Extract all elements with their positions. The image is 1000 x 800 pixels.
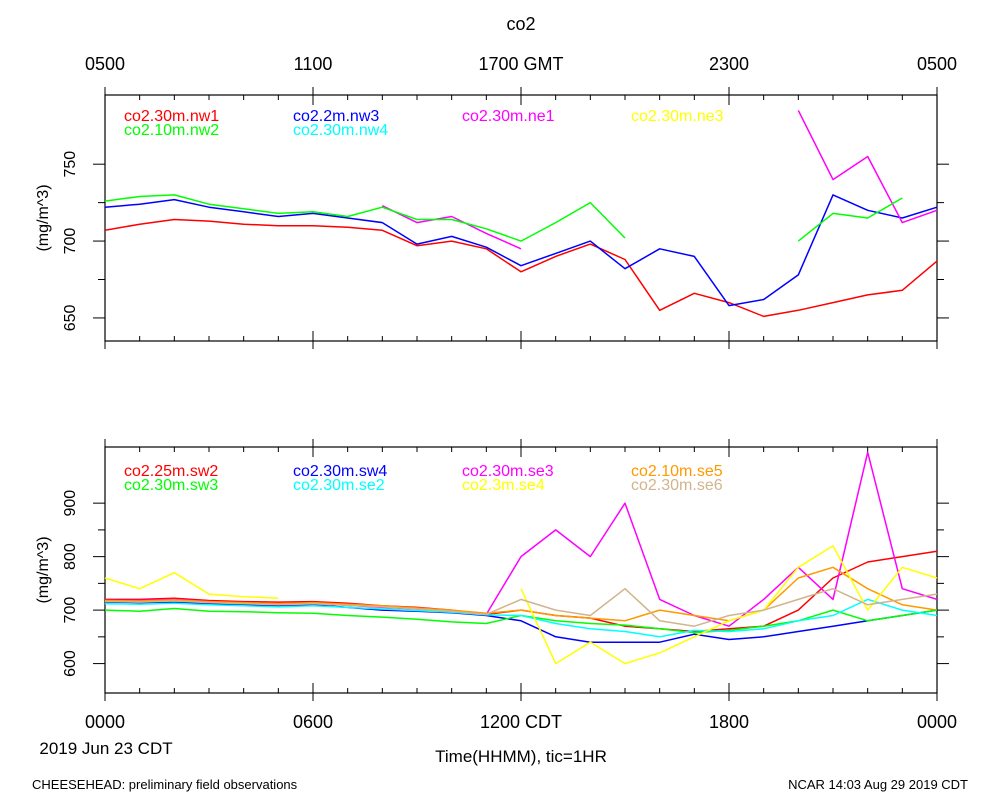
bottom-panel-tick-labels: 600 700 800 900 0000 0600 1200 CDT 1800 0000	[62, 490, 957, 732]
x-tick-label: 1700 GMT	[478, 54, 563, 74]
top-panel-y-axis-label: (mg/m^3)	[35, 184, 52, 251]
legend-entry: co2.25m.sw2	[124, 463, 218, 480]
bottom-panel-legend: co2.25m.sw2 co2.30m.sw4 co2.30m.se3 co2.10m…	[124, 463, 723, 494]
series-line-co2-10m-nw2	[104, 194, 903, 242]
legend-entry: co2.30m.ne3	[631, 108, 724, 125]
y-tick-label: 600	[62, 650, 79, 677]
date-label: 2019 Jun 23 CDT	[39, 739, 172, 758]
legend-entry: co2.30m.se2	[293, 477, 385, 494]
legend-entry: co2.3m.se4	[462, 477, 545, 494]
x-tick-label: 0000	[917, 712, 957, 732]
legend-entry: co2.10m.se5	[631, 463, 723, 480]
y-tick-label: 700	[62, 597, 79, 624]
series-line-co2-30m-ne1	[381, 110, 938, 250]
legend-entry: co2.30m.se6	[631, 477, 723, 494]
top-panel-series	[104, 110, 938, 318]
x-tick-label: 1200 CDT	[480, 712, 562, 732]
series-line-co2-30m-se2	[104, 598, 938, 638]
top-panel: co2.30m.nw1 co2.2m.nw3 co2.30m.ne1 co2.30m.…	[35, 54, 957, 349]
series-line-co2-3m-se4	[104, 545, 938, 665]
x-tick-label: 1100	[294, 54, 333, 74]
bottom-panel: co2.25m.sw2 co2.30m.sw4 co2.30m.se3 co2.10m…	[35, 439, 957, 732]
x-tick-label: 0500	[85, 54, 125, 74]
bottom-panel-ticks	[93, 439, 949, 701]
bottom-panel-y-axis-label: (mg/m^3)	[35, 536, 52, 603]
legend-entry: co2.10m.nw2	[124, 122, 219, 139]
bottom-panel-series	[104, 451, 938, 665]
y-tick-label: 700	[62, 228, 79, 255]
series-line-co2-30m-nw1	[104, 218, 938, 318]
series-line-co2-30m-se6	[104, 587, 938, 627]
y-tick-label: 900	[62, 490, 79, 517]
y-tick-label: 800	[62, 543, 79, 570]
series-line-co2-10m-se5	[104, 566, 938, 622]
legend-entry: co2.30m.nw1	[124, 108, 219, 125]
x-axis-label: Time(HHMM), tic=1HR	[435, 747, 607, 766]
x-tick-label: 2300	[709, 54, 749, 74]
chart-title: co2	[506, 14, 535, 34]
legend-entry: co2.2m.nw3	[293, 108, 379, 125]
x-tick-label: 0600	[293, 712, 333, 732]
legend-entry: co2.30m.se3	[462, 463, 554, 480]
legend-entry: co2.30m.ne1	[462, 108, 555, 125]
legend-entry: co2.30m.nw4	[293, 122, 388, 139]
footer-right: NCAR 14:03 Aug 29 2019 CDT	[788, 777, 968, 792]
series-line-co2-30m-sw4	[104, 601, 938, 643]
series-line-co2-2m-nw3	[104, 194, 938, 307]
x-tick-label: 0000	[85, 712, 125, 732]
top-panel-ticks	[93, 87, 949, 349]
top-panel-tick-labels: 650 700 750 0500 1100 1700 GMT 2300 0500	[62, 54, 957, 331]
legend-entry: co2.30m.sw4	[293, 463, 387, 480]
y-tick-label: 750	[62, 151, 79, 178]
top-panel-legend: co2.30m.nw1 co2.2m.nw3 co2.30m.ne1 co2.30m.…	[124, 108, 724, 139]
legend-entry: co2.30m.sw3	[124, 477, 218, 494]
x-tick-label: 1800	[709, 712, 749, 732]
y-tick-label: 650	[62, 304, 79, 331]
x-tick-label: 0500	[917, 54, 957, 74]
footer-left: CHEESEHEAD: preliminary field observatio…	[32, 777, 298, 792]
